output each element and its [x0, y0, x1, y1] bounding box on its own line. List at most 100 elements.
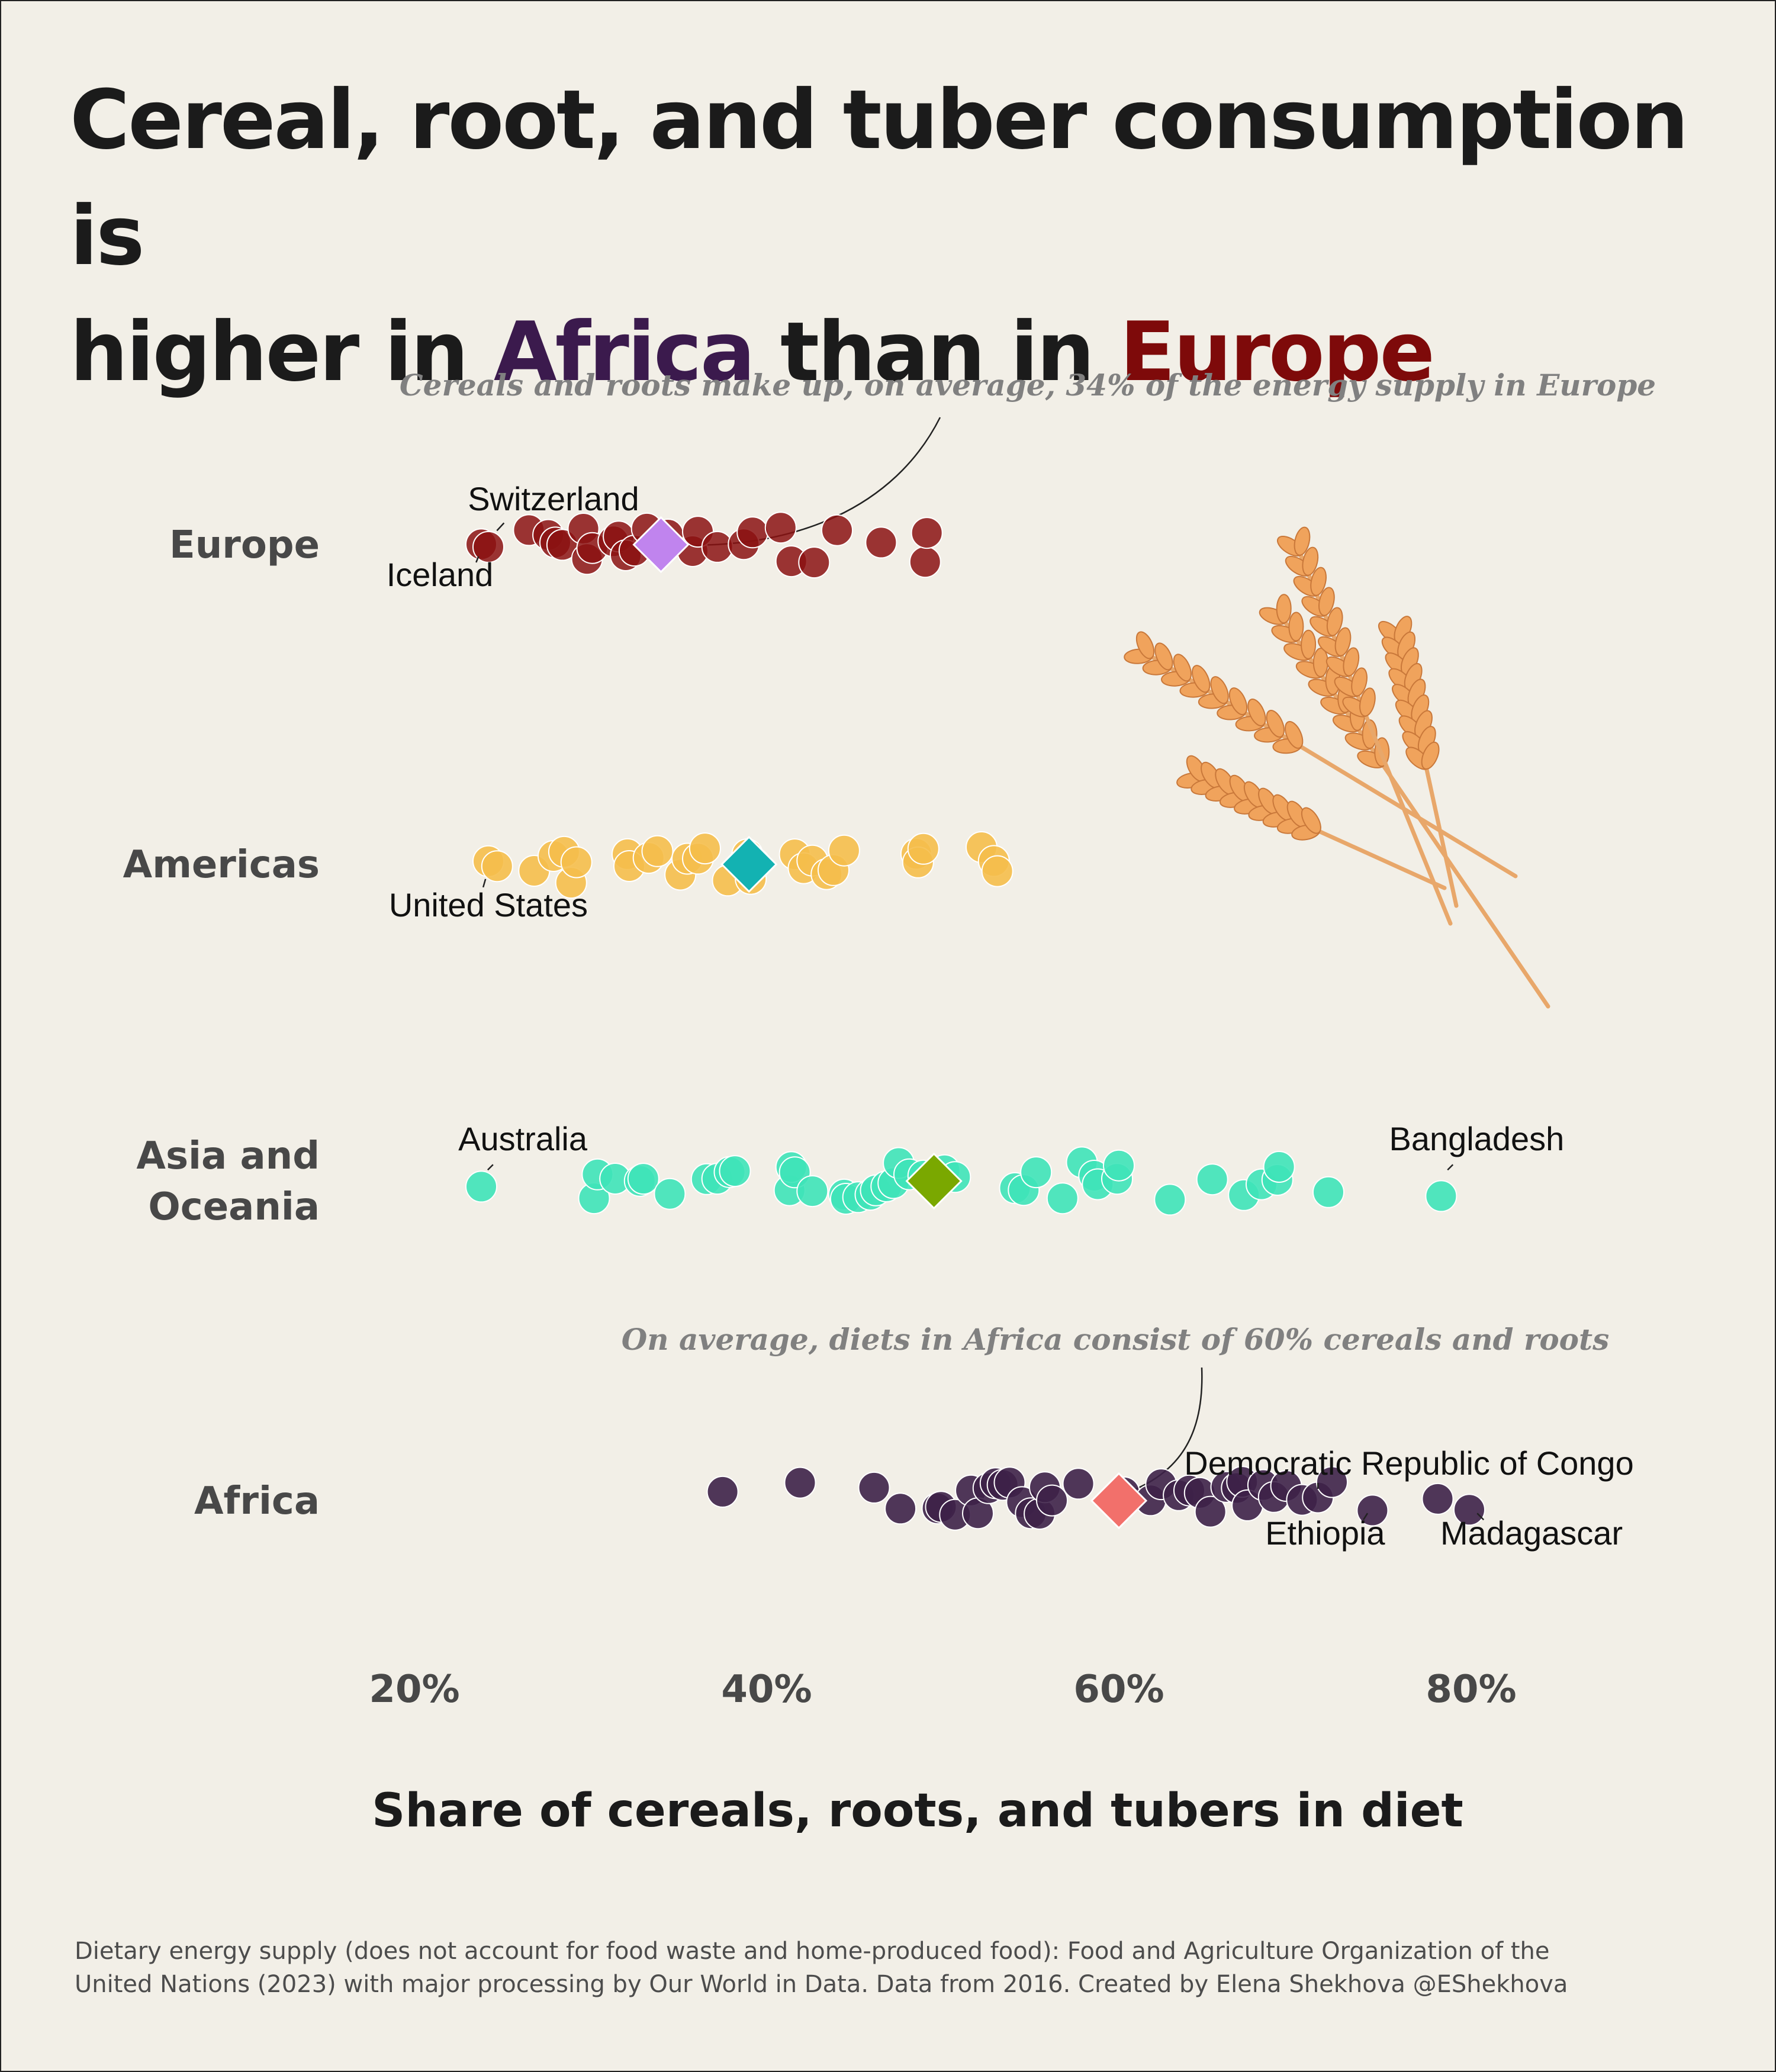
x-tick-label: 20% [369, 1668, 459, 1711]
country-label: Ethiopia [1265, 1514, 1385, 1552]
data-point [909, 546, 941, 578]
country-label: Switzerland [468, 480, 639, 517]
country-label: Democratic Republic of Congo [1184, 1444, 1633, 1482]
data-point [1154, 1183, 1186, 1216]
data-point [1425, 1180, 1458, 1212]
data-points [465, 511, 1485, 1531]
wheat-grain [1135, 631, 1155, 659]
wheat-grain [1294, 526, 1311, 556]
wheat-grain [1318, 587, 1335, 616]
wheat-grain [1288, 612, 1304, 642]
data-point [688, 832, 721, 865]
x-tick-label: 60% [1073, 1668, 1164, 1711]
data-point [1194, 1495, 1227, 1528]
data-point [465, 1170, 497, 1203]
data-point [706, 1475, 739, 1508]
row-label: Americas [123, 843, 320, 887]
annotation-text: On average, diets in Africa consist of 6… [622, 1322, 1610, 1357]
wheat-grain [1326, 607, 1343, 636]
country-label: Madagascar [1440, 1514, 1623, 1552]
leader-line [1476, 1513, 1485, 1521]
data-point [796, 1175, 829, 1208]
mean-marker [1090, 1472, 1148, 1530]
wheat-grain [1285, 720, 1304, 749]
source-line-1: Dietary energy supply (does not account … [75, 1938, 1550, 1965]
wheat-grain [1421, 741, 1440, 770]
x-axis-label: Share of cereals, roots, and tubers in d… [372, 1784, 1463, 1838]
page-title: Cereal, root, and tuber consumption is h… [70, 62, 1727, 410]
data-point [1036, 1484, 1068, 1517]
country-label: United States [389, 886, 588, 924]
row-label: Asia and Oceania [136, 1134, 320, 1229]
wheat-grain [1173, 654, 1192, 682]
data-point [1103, 1149, 1135, 1182]
data-point [1421, 1482, 1454, 1515]
mean-markers [632, 516, 1148, 1530]
source-line-2: United Nations (2023) with major process… [75, 1971, 1568, 1998]
data-point [1046, 1182, 1079, 1215]
data-point [654, 1177, 686, 1210]
mean-marker [720, 835, 778, 893]
data-point [821, 514, 853, 546]
x-tick-label: 40% [721, 1668, 812, 1711]
data-point [1453, 1494, 1485, 1526]
wheat-grain [1276, 594, 1292, 624]
wheat-grain [1351, 667, 1368, 697]
data-point [865, 526, 897, 559]
wheat-grain [1192, 665, 1211, 693]
wheat-grain [1302, 546, 1319, 576]
country-label: Australia [458, 1120, 588, 1157]
data-point [907, 832, 940, 865]
chart-labels: Europe Americas Asia and Oceania Africa 20% 40… [123, 368, 1656, 1838]
wheat-grain [1247, 699, 1266, 726]
mean-marker [905, 1152, 963, 1210]
data-point [1020, 1156, 1053, 1189]
leader-line [487, 1164, 494, 1171]
title-highlight-africa: Africa [493, 304, 755, 400]
row-label: Africa [194, 1479, 320, 1523]
wheat-grain [1334, 627, 1352, 657]
data-point [798, 546, 831, 579]
data-point [736, 516, 769, 549]
title-line-2-mid: than in [754, 304, 1120, 400]
source-note: Dietary energy supply (does not account … [75, 1935, 1673, 2001]
data-point [1196, 1163, 1228, 1196]
data-point [627, 1163, 659, 1195]
annotation-text: Cereals and roots make up, on average, 3… [400, 368, 1656, 403]
wheat-grain [1343, 647, 1360, 677]
data-point [560, 846, 593, 879]
country-label: Iceland [387, 556, 494, 593]
data-point [481, 850, 513, 883]
data-point [884, 1492, 917, 1525]
wheat-grain [1312, 648, 1328, 678]
leader-line [1447, 1164, 1454, 1171]
data-point [1312, 1176, 1344, 1208]
data-point [1062, 1468, 1095, 1500]
wheat-grain [1359, 687, 1376, 717]
wheat-grain [1154, 642, 1173, 671]
data-point [1316, 1466, 1348, 1498]
leader-line [496, 522, 505, 532]
title-highlight-europe: Europe [1119, 304, 1435, 400]
title-line-1: Cereal, root, and tuber consumption is [70, 72, 1689, 284]
wheat-grain [1310, 567, 1327, 596]
wheat-stem [1276, 610, 1550, 1009]
wheat-grain [1228, 687, 1248, 716]
data-point [910, 517, 943, 549]
row-label: Europe [169, 523, 320, 567]
data-point [981, 855, 1014, 887]
wheat-icon [1124, 526, 1550, 1009]
mean-marker [632, 516, 690, 574]
leader-line [482, 879, 487, 888]
data-point [784, 1466, 816, 1499]
data-point [764, 511, 797, 544]
wheat-grain [1266, 710, 1285, 738]
country-label: Bangladesh [1389, 1120, 1565, 1157]
data-point [828, 834, 860, 867]
wheat-grain [1301, 629, 1317, 659]
wheat-grain [1210, 676, 1229, 704]
data-point [858, 1471, 890, 1504]
data-point [472, 530, 504, 563]
